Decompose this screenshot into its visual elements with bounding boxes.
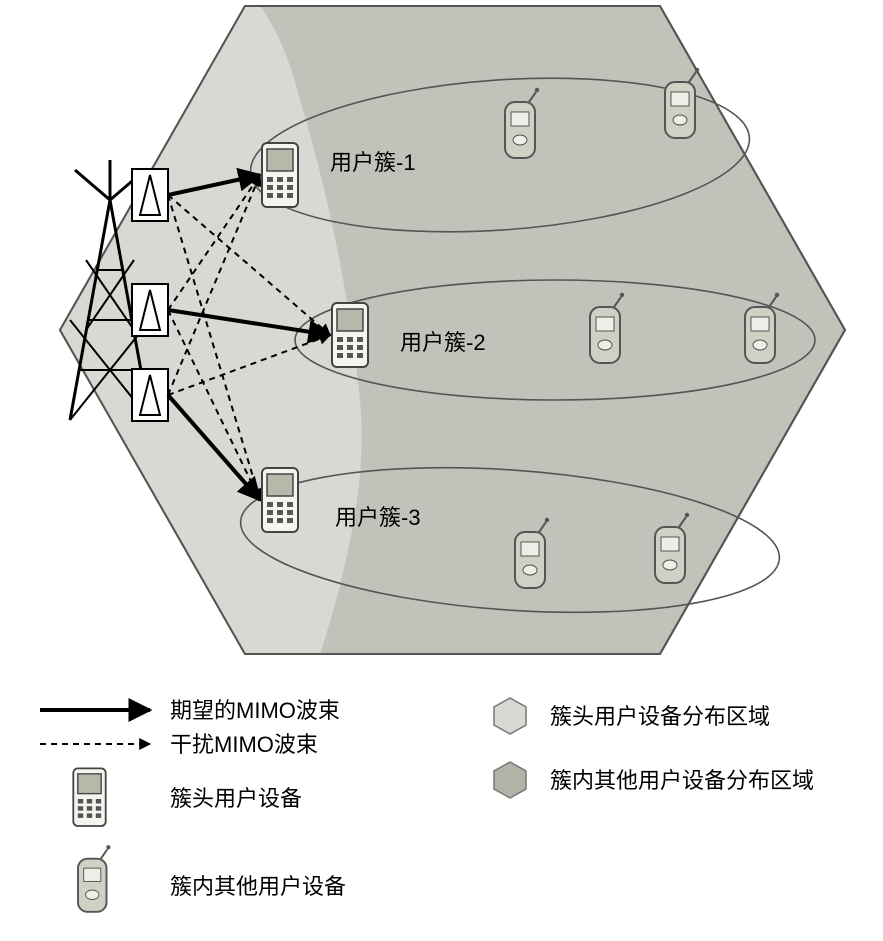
legend-head-ue-icon xyxy=(73,768,105,826)
head-ue-3 xyxy=(262,468,298,532)
legend-other-ue-label: 簇内其他用户设备 xyxy=(170,874,346,899)
legend-solid-label: 期望的MIMO波束 xyxy=(170,698,340,723)
legend-dark-hex-label: 簇内其他用户设备分布区域 xyxy=(550,768,814,793)
legend-light-hex-label: 簇头用户设备分布区域 xyxy=(550,704,770,729)
legend-dark-hex-icon xyxy=(494,762,526,798)
diagram-root: 期望的MIMO波束 干扰MIMO波束 簇头用户设备 簇内其他用户设备 簇头用户设… xyxy=(0,0,883,941)
legend: 期望的MIMO波束 干扰MIMO波束 簇头用户设备 簇内其他用户设备 簇头用户设… xyxy=(40,698,814,912)
cluster-label-3: 用户簇-3 xyxy=(335,500,421,532)
head-ue-2 xyxy=(332,303,368,367)
antennas xyxy=(132,169,168,421)
legend-head-ue-label: 簇头用户设备 xyxy=(170,786,302,811)
legend-light-hex-icon xyxy=(494,698,526,734)
head-ue-1 xyxy=(262,143,298,207)
legend-other-ue-icon xyxy=(78,845,110,912)
cluster-label-1: 用户簇-1 xyxy=(330,145,416,177)
cluster-label-2: 用户簇-2 xyxy=(400,325,486,357)
antenna-1 xyxy=(132,284,168,336)
antenna-2 xyxy=(132,369,168,421)
antenna-0 xyxy=(132,169,168,221)
legend-dashed-label: 干扰MIMO波束 xyxy=(170,732,318,757)
diagram-svg: 期望的MIMO波束 干扰MIMO波束 簇头用户设备 簇内其他用户设备 簇头用户设… xyxy=(0,0,883,941)
